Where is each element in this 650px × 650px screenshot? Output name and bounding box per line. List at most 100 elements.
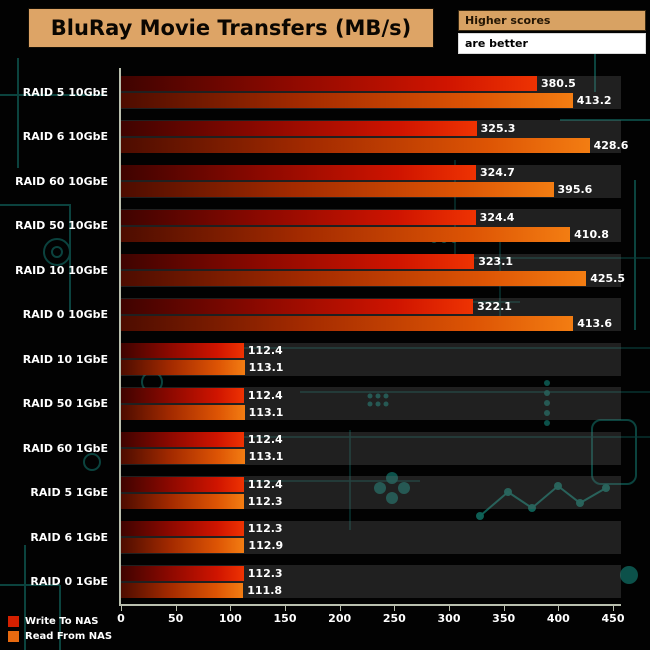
- value-label: 395.6: [557, 183, 593, 197]
- value-label: 111.8: [247, 583, 283, 597]
- bar-group: 112.4 113.1: [121, 426, 621, 471]
- write-bar: [121, 165, 476, 181]
- x-tick-mark: [339, 606, 341, 611]
- bar-group: 322.1 413.6: [121, 293, 621, 338]
- value-label: 413.6: [577, 316, 612, 330]
- x-tick-mark: [394, 606, 396, 611]
- write-swatch-icon: [8, 616, 19, 627]
- value-label: 410.8: [574, 227, 609, 241]
- value-label: 425.5: [590, 272, 625, 286]
- write-bar: [121, 298, 474, 314]
- read-swatch-icon: [8, 631, 19, 642]
- value-label: 325.3: [480, 121, 516, 135]
- category-label: RAID 10 10GbE: [15, 263, 108, 277]
- category-label: RAID 5 1GbE: [30, 486, 108, 500]
- category-label: RAID 6 10GbE: [22, 130, 108, 144]
- bar-group: 112.3 111.8: [121, 560, 621, 605]
- row-track: 112.4 113.1: [121, 387, 621, 421]
- write-bar: [121, 76, 537, 92]
- x-tick-label: 350: [492, 612, 516, 625]
- category-label: RAID 50 10GbE: [15, 219, 108, 233]
- value-label: 113.1: [248, 450, 284, 464]
- read-bar: [121, 182, 554, 198]
- y-axis-line: [119, 68, 121, 606]
- chart-title-text: BluRay Movie Transfers (MB/s): [50, 16, 412, 40]
- x-tick-mark: [285, 606, 286, 611]
- category-label: RAID 10 1GbE: [22, 352, 108, 366]
- bar-group: 324.7 395.6: [121, 159, 621, 204]
- x-tick-label: 450: [601, 612, 625, 625]
- x-tick-mark: [613, 606, 614, 611]
- value-label: 112.4: [247, 388, 283, 402]
- bar-group: 323.1 425.5: [121, 248, 625, 293]
- write-bar: [121, 209, 476, 225]
- write-bar: [121, 254, 475, 270]
- x-tick-mark: [230, 606, 232, 611]
- value-label: 324.4: [479, 210, 515, 224]
- row-track: 324.7 395.6: [121, 164, 621, 198]
- x-tick-label: 400: [546, 612, 570, 625]
- write-bar: [121, 521, 244, 537]
- bar-group: 112.4 113.1: [121, 382, 621, 427]
- note-line1: Higher scores: [465, 14, 551, 27]
- category-label: RAID 0 10GbE: [22, 308, 108, 322]
- x-tick-label: 50: [168, 612, 184, 625]
- note-line2: are better: [465, 37, 528, 50]
- read-bar: [121, 137, 590, 153]
- write-bar: [121, 120, 477, 136]
- legend-item-write: Write To NAS: [8, 615, 112, 628]
- chart-title: BluRay Movie Transfers (MB/s): [28, 8, 434, 48]
- value-label: 428.6: [593, 138, 629, 152]
- read-bar: [121, 93, 573, 109]
- legend-label-write: Write To NAS: [25, 616, 99, 627]
- category-label: RAID 60 1GbE: [22, 441, 108, 455]
- write-bar: [121, 476, 244, 492]
- row-track: 112.4 113.1: [121, 431, 621, 465]
- x-axis-line: [119, 604, 621, 606]
- legend-item-read: Read From NAS: [8, 630, 112, 643]
- read-bar: [121, 449, 245, 465]
- bar-group: 112.3 112.9: [121, 515, 621, 560]
- note-higher-scores: Higher scores: [458, 10, 646, 31]
- x-tick-mark: [175, 606, 177, 611]
- write-bar: [121, 387, 244, 403]
- x-tick-label: 250: [382, 612, 406, 625]
- value-label: 112.3: [247, 494, 283, 508]
- write-bar: [121, 565, 244, 581]
- read-bar: [121, 538, 245, 554]
- row-track: 322.1 413.6: [121, 298, 621, 332]
- bar-group: 112.4 113.1: [121, 337, 621, 382]
- category-label: RAID 0 1GbE: [30, 575, 108, 589]
- legend: Write To NAS Read From NAS: [8, 615, 112, 643]
- row-track: 323.1 425.5: [121, 253, 625, 287]
- x-tick-label: 0: [117, 612, 125, 625]
- value-label: 112.3: [247, 522, 283, 536]
- value-label: 324.7: [480, 166, 515, 180]
- value-label: 112.9: [248, 539, 284, 553]
- category-label: RAID 6 1GbE: [30, 530, 108, 544]
- read-bar: [121, 271, 587, 287]
- x-tick-mark: [558, 606, 560, 611]
- legend-label-read: Read From NAS: [25, 631, 113, 642]
- x-tick-mark: [449, 606, 450, 611]
- value-label: 113.1: [248, 405, 284, 419]
- value-label: 380.5: [541, 77, 576, 91]
- category-label: RAID 5 10GbE: [22, 85, 108, 99]
- row-track: 324.4 410.8: [121, 209, 621, 243]
- read-bar: [121, 226, 571, 242]
- value-label: 413.2: [576, 94, 612, 108]
- bar-group: 380.5 413.2: [121, 70, 621, 115]
- row-track: 112.3 111.8: [121, 565, 621, 599]
- x-tick-mark: [503, 606, 505, 611]
- value-label: 113.1: [248, 361, 284, 375]
- read-bar: [121, 582, 244, 598]
- x-tick-label: 150: [273, 612, 297, 625]
- read-bar: [121, 360, 245, 376]
- read-bar: [121, 404, 245, 420]
- category-labels: RAID 5 10GbE RAID 6 10GbE RAID 60 10GbE RAI…: [0, 70, 112, 604]
- x-axis-ticks: 0 50 100 150 200 250 300 350 400 450: [117, 606, 624, 632]
- value-label: 112.4: [247, 477, 283, 491]
- value-label: 112.4: [247, 433, 283, 447]
- value-label: 112.4: [247, 344, 283, 358]
